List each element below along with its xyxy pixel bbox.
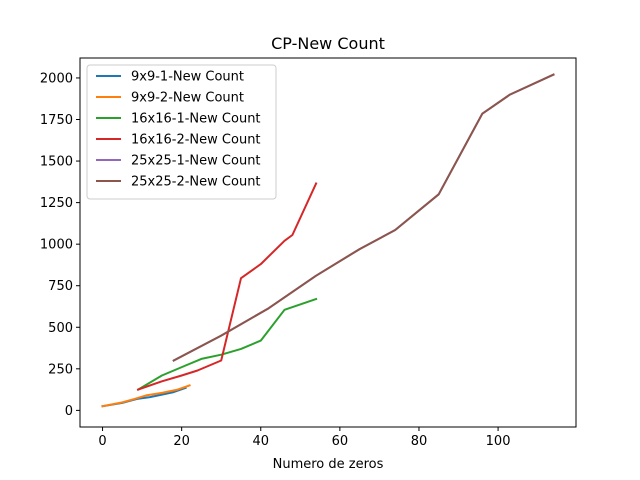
series-line-2 bbox=[136, 297, 318, 391]
legend-label-5: 25x25-2-New Count bbox=[131, 175, 261, 190]
y-tick-label: 0 bbox=[65, 404, 73, 419]
legend-label-1: 9x9-2-New Count bbox=[131, 91, 244, 106]
x-tick-label: 20 bbox=[173, 434, 190, 449]
y-tick-label: 750 bbox=[48, 279, 73, 294]
legend-label-2: 16x16-1-New Count bbox=[131, 112, 261, 127]
x-tick-label: 0 bbox=[98, 434, 106, 449]
legend: 9x9-1-New Count 9x9-2-New Count 16x16-1-Ne… bbox=[86, 64, 277, 200]
series-line-1 bbox=[101, 384, 191, 408]
legend-label-4: 25x25-1-New Count bbox=[131, 154, 261, 169]
series-line-5 bbox=[172, 73, 555, 362]
axes-layer: 0 20 40 60 80 1000250500750100012501500175020… bbox=[40, 57, 577, 449]
y-tick-label: 1500 bbox=[40, 155, 73, 170]
series-line-3 bbox=[136, 182, 318, 391]
legend-label-0: 9x9-1-New Count bbox=[131, 70, 244, 85]
x-tick-label: 80 bbox=[411, 434, 428, 449]
x-tick-label: 40 bbox=[252, 434, 269, 449]
axes-frame bbox=[79, 57, 577, 428]
legend-label-3: 16x16-2-New Count bbox=[131, 133, 261, 148]
y-tick-label: 500 bbox=[48, 321, 73, 336]
y-tick-label: 1750 bbox=[40, 113, 73, 128]
y-tick-label: 250 bbox=[48, 362, 73, 377]
x-axis-label: Numero de zeros bbox=[273, 457, 384, 472]
series-layer bbox=[101, 73, 555, 408]
legend-box bbox=[86, 64, 277, 200]
chart-title: CP-New Count bbox=[271, 34, 385, 53]
y-tick-label: 1250 bbox=[40, 196, 73, 211]
x-tick-label: 60 bbox=[332, 434, 349, 449]
y-tick-label: 2000 bbox=[40, 71, 73, 86]
x-tick-label: 100 bbox=[486, 434, 511, 449]
y-tick-label: 1000 bbox=[40, 238, 73, 253]
